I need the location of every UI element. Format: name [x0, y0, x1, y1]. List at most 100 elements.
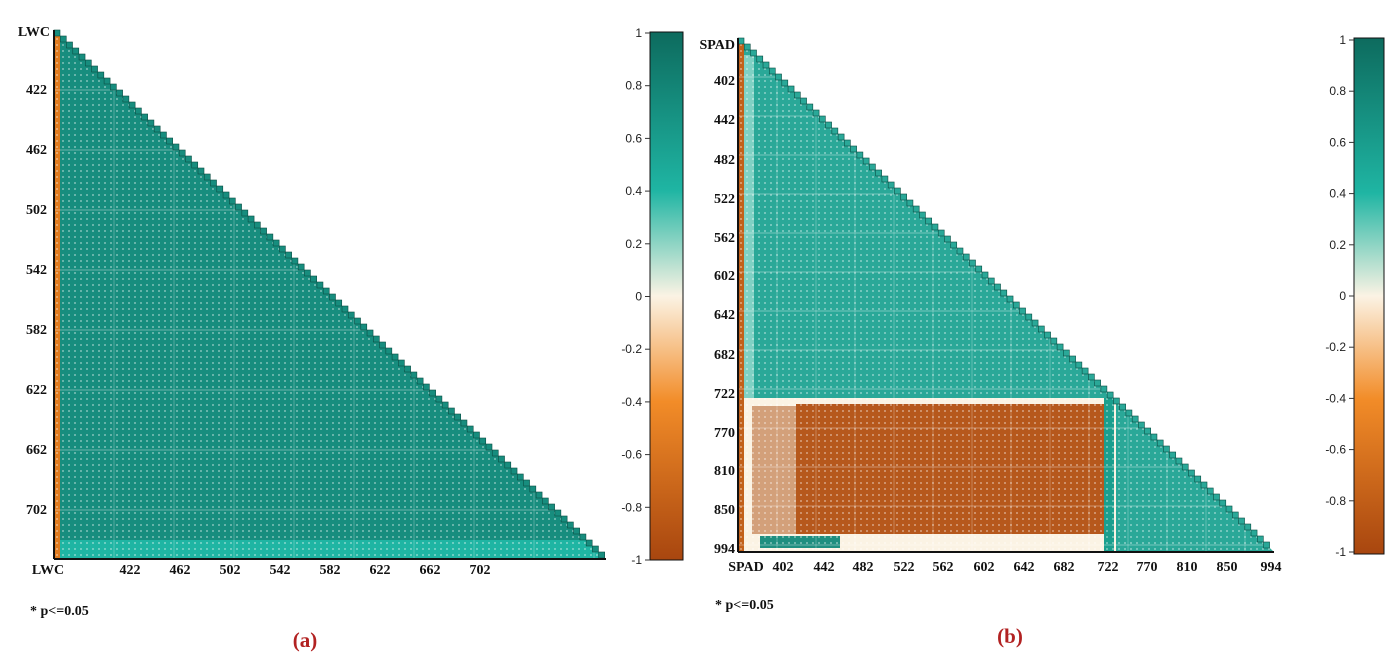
edge-cell — [191, 161, 199, 169]
row-tick-label: 770 — [714, 426, 735, 441]
col-tick-label: 502 — [220, 563, 241, 578]
colorbar-a-ticks: 1 0.8 0.6 0.4 0.2 0 -0.2 -0.4 -0.6 -0.8 -1 — [621, 26, 650, 567]
edge-cell — [197, 167, 205, 175]
edge-cell — [862, 157, 870, 165]
edge-cell — [1088, 373, 1095, 381]
row-tick-label: 422 — [26, 83, 47, 98]
edge-cell — [894, 187, 901, 195]
edge-cell — [800, 97, 807, 105]
edge-cell — [535, 491, 543, 499]
edge-cell — [128, 101, 136, 109]
edge-cell — [185, 155, 192, 163]
edge-cell — [994, 283, 1001, 291]
colorbar-b-ticks: 1 0.8 0.6 0.4 0.2 0 -0.2 -0.4 -0.6 -0.8 -1 — [1325, 33, 1354, 559]
row-tick-label: 462 — [26, 143, 47, 158]
edge-cell — [235, 203, 242, 211]
edge-cell — [950, 241, 958, 249]
col-tick-label: 662 — [420, 563, 441, 578]
edge-cell — [210, 179, 217, 187]
row-tick-label: 442 — [714, 113, 735, 128]
col-tick-label: 422 — [120, 563, 141, 578]
edge-cell — [579, 533, 587, 541]
footnote-b: * p<=0.05 — [715, 598, 774, 613]
edge-cell — [460, 419, 468, 427]
edge-cell — [554, 509, 562, 517]
edge-cell — [844, 139, 851, 147]
edge-cell — [373, 335, 380, 343]
edge-cell — [1100, 385, 1108, 393]
edge-cell — [856, 151, 864, 159]
edge-cell — [787, 85, 795, 93]
edge-cell — [1200, 481, 1208, 489]
edge-cell — [975, 265, 983, 273]
edge-cell — [291, 257, 299, 265]
colorbar-tick-label: -0.4 — [1325, 391, 1346, 405]
col-tick-label: 722 — [1098, 560, 1119, 575]
col-tick-label: SPAD — [728, 560, 764, 575]
edge-cell — [1063, 349, 1070, 357]
edge-cell — [304, 269, 311, 277]
col-tick-label: 562 — [933, 560, 954, 575]
edge-cell — [925, 217, 933, 225]
edge-cell — [1194, 475, 1202, 483]
colorbar-tick-label: -0.6 — [621, 448, 642, 462]
heatmap-a-row-ticks: LWC 422 462 502 542 582 622 662 702 — [18, 25, 50, 518]
edge-cell — [956, 247, 964, 255]
edge-cell — [510, 467, 518, 475]
col-tick-label: 994 — [1261, 560, 1282, 575]
panel-b: SPAD 402 442 482 522 562 602 642 682 722 770 810 850… — [699, 33, 1385, 648]
edge-cell — [1138, 421, 1145, 429]
heatmap-b-staircase-edge — [737, 37, 1270, 549]
colorbar-tick-label: -0.2 — [1325, 340, 1346, 354]
colorbar-tick-label: 0.4 — [625, 184, 642, 198]
colorbar-tick-label: 0.8 — [1329, 84, 1346, 98]
edge-cell — [504, 461, 512, 469]
row-tick-label: 702 — [26, 503, 47, 518]
edge-cell — [491, 449, 499, 457]
edge-cell — [1000, 289, 1008, 297]
edge-cell — [85, 59, 92, 67]
edge-cell — [560, 515, 568, 523]
colorbar-tick-label: 0.8 — [625, 79, 642, 93]
colorbar-a: 1 0.8 0.6 0.4 0.2 0 -0.2 -0.4 -0.6 -0.8 -1 — [621, 26, 684, 567]
edge-cell — [322, 287, 330, 295]
edge-cell — [172, 143, 180, 151]
edge-cell — [1038, 325, 1045, 333]
row-tick-label: 994 — [714, 542, 735, 557]
colorbar-tick-label: -1 — [631, 553, 642, 567]
col-tick-label: 770 — [1137, 560, 1158, 575]
edge-cell — [775, 73, 782, 81]
edge-cell — [72, 47, 80, 55]
colorbar-tick-label: 0.6 — [1329, 135, 1346, 149]
edge-cell — [498, 455, 505, 463]
edge-cell — [66, 41, 73, 49]
row-tick-label: 642 — [714, 308, 735, 323]
edge-cell — [1150, 433, 1158, 441]
col-tick-label: 850 — [1217, 560, 1238, 575]
col-tick-label: 482 — [853, 560, 874, 575]
edge-cell — [812, 109, 820, 117]
edge-cell — [1075, 361, 1083, 369]
row-tick-label: 622 — [26, 383, 47, 398]
edge-cell — [756, 55, 764, 63]
col-tick-label: 642 — [1014, 560, 1035, 575]
row-tick-label: 482 — [714, 153, 735, 168]
edge-cell — [542, 497, 549, 505]
edge-cell — [178, 149, 186, 157]
edge-cell — [404, 365, 411, 373]
row-tick-label: 402 — [714, 74, 735, 89]
edge-cell — [1019, 307, 1026, 315]
edge-cell — [229, 197, 236, 205]
row-tick-label: 562 — [714, 231, 735, 246]
edge-cell — [485, 443, 493, 451]
edge-cell — [160, 131, 167, 139]
edge-cell — [1106, 391, 1114, 399]
row-tick-label: 810 — [714, 464, 735, 479]
col-tick-label: 602 — [974, 560, 995, 575]
heatmap-a-staircase-edge — [53, 29, 605, 559]
edge-cell — [222, 191, 230, 199]
colorbar-tick-label: 0 — [635, 290, 642, 304]
edge-cell — [1094, 379, 1101, 387]
edge-cell — [59, 35, 67, 43]
